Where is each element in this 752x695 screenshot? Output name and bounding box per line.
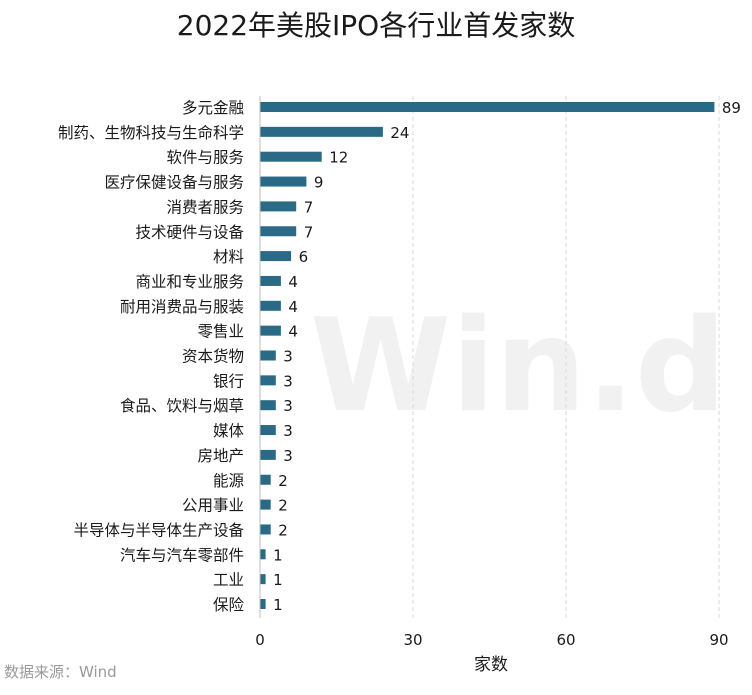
bar-1 xyxy=(260,126,383,137)
category-label-9: 零售业 xyxy=(197,323,244,341)
bar-5 xyxy=(260,226,297,237)
value-label-15: 2 xyxy=(278,472,288,490)
value-label-8: 4 xyxy=(288,298,298,316)
bar-13 xyxy=(260,425,276,436)
category-label-5: 技术硬件与设备 xyxy=(135,223,244,241)
bar-8 xyxy=(260,300,281,311)
value-label-13: 3 xyxy=(283,422,293,440)
bar-4 xyxy=(260,201,297,212)
bar-7 xyxy=(260,275,281,286)
category-label-11: 银行 xyxy=(213,372,244,390)
bar-14 xyxy=(260,449,276,460)
bar-18 xyxy=(260,549,266,560)
bar-12 xyxy=(260,400,276,411)
x-tick-label-3: 90 xyxy=(709,631,728,649)
x-tick-label-1: 30 xyxy=(403,631,422,649)
value-label-14: 3 xyxy=(283,447,293,465)
value-label-9: 4 xyxy=(288,323,298,341)
bar-10 xyxy=(260,350,276,361)
category-label-6: 材料 xyxy=(213,248,244,266)
value-label-18: 1 xyxy=(273,546,283,564)
bar-15 xyxy=(260,474,271,485)
value-label-2: 12 xyxy=(329,149,348,167)
watermark: Win.d xyxy=(310,292,727,441)
value-label-3: 9 xyxy=(314,174,324,192)
category-label-3: 医疗保健设备与服务 xyxy=(104,174,244,192)
grid-lines xyxy=(412,96,720,618)
value-label-0: 89 xyxy=(722,99,741,117)
bar-9 xyxy=(260,325,281,336)
bar-20 xyxy=(260,599,266,609)
category-label-19: 工业 xyxy=(213,571,244,589)
category-label-10: 资本货物 xyxy=(182,348,244,366)
source-note: 数据来源：Wind xyxy=(4,663,117,681)
category-label-17: 半导体与半导体生产设备 xyxy=(73,521,244,539)
bar-3 xyxy=(260,176,307,187)
x-tick-label-0: 0 xyxy=(255,631,265,649)
bar-19 xyxy=(260,574,266,585)
bar-16 xyxy=(260,499,271,510)
chart-title: 2022年美股IPO各行业首发家数 xyxy=(176,9,576,42)
category-label-13: 媒体 xyxy=(213,422,245,440)
x-tick-label-2: 60 xyxy=(556,631,575,649)
category-label-0: 多元金融 xyxy=(182,99,244,117)
category-label-2: 软件与服务 xyxy=(166,149,244,167)
value-label-6: 6 xyxy=(299,248,309,266)
category-label-4: 消费者服务 xyxy=(166,198,244,216)
value-label-11: 3 xyxy=(283,372,293,390)
category-label-18: 汽车与汽车零部件 xyxy=(120,546,244,564)
value-label-19: 1 xyxy=(273,571,283,589)
category-label-20: 保险 xyxy=(213,596,245,614)
category-label-15: 能源 xyxy=(213,472,244,490)
category-label-7: 商业和专业服务 xyxy=(135,273,244,291)
x-axis-ticks: 0 30 60 90 xyxy=(255,631,728,649)
category-label-12: 食品、饮料与烟草 xyxy=(120,397,244,415)
value-label-7: 4 xyxy=(288,273,298,291)
category-label-14: 房地产 xyxy=(197,447,244,465)
value-label-12: 3 xyxy=(283,397,293,415)
bar-11 xyxy=(260,375,276,386)
value-label-20: 1 xyxy=(273,596,283,614)
value-label-5: 7 xyxy=(304,223,314,241)
category-label-1: 制药、生物科技与生命科学 xyxy=(58,124,244,142)
bar-2 xyxy=(260,151,322,162)
x-axis-label: 家数 xyxy=(474,655,508,675)
value-label-4: 7 xyxy=(304,198,314,216)
value-label-1: 24 xyxy=(390,124,409,142)
bar-0 xyxy=(260,102,715,112)
category-label-16: 公用事业 xyxy=(182,497,244,515)
category-label-8: 耐用消费品与服装 xyxy=(120,298,244,316)
value-label-10: 3 xyxy=(283,348,293,366)
bar-17 xyxy=(260,524,271,535)
bar-6 xyxy=(260,251,292,262)
value-label-16: 2 xyxy=(278,497,288,515)
value-label-17: 2 xyxy=(278,521,288,539)
